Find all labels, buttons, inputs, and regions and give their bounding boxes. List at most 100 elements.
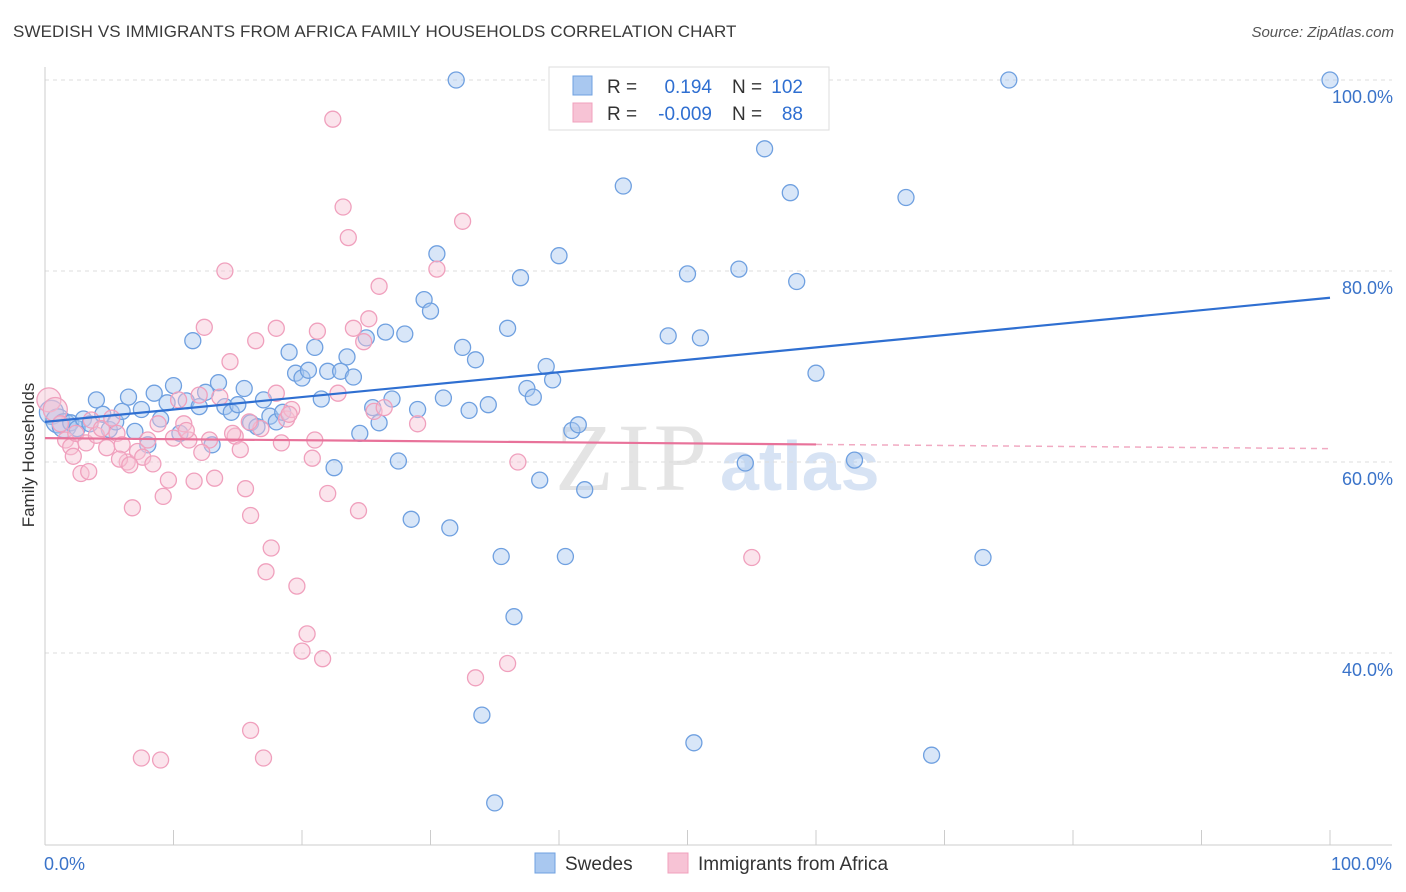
swedes-point-87 xyxy=(678,265,697,283)
africa-point-78 xyxy=(280,405,298,423)
africa-point-28 xyxy=(185,472,203,490)
swedes-point-37 xyxy=(280,343,298,361)
swedes-point-68 xyxy=(479,396,497,414)
swedes-point-91 xyxy=(736,454,754,472)
africa-point-71 xyxy=(509,453,527,471)
swedes-point-100 xyxy=(1000,71,1018,89)
swedes-point-83 xyxy=(576,481,594,499)
swedes-point-42 xyxy=(312,390,330,408)
swedes-point-74 xyxy=(518,379,536,398)
bottom-legend-label-africa: Immigrants from Africa xyxy=(698,854,888,875)
africa-point-16 xyxy=(123,499,142,517)
africa-point-51 xyxy=(303,449,321,467)
africa-point-44 xyxy=(267,319,285,337)
legend-r-value-1: 0.194 xyxy=(664,77,712,98)
legend-swatch-swedes xyxy=(572,75,593,96)
y-axis-label: Family Households xyxy=(19,383,38,528)
africa-point-53 xyxy=(313,650,332,668)
swedes-point-57 xyxy=(408,400,427,419)
africa-point-26 xyxy=(175,415,193,433)
africa-point-81 xyxy=(80,462,98,481)
chart-title: SWEDISH VS IMMIGRANTS FROM AFRICA FAMILY… xyxy=(13,22,737,41)
africa-point-20 xyxy=(144,455,162,473)
swedes-point-93 xyxy=(781,184,799,202)
africa-point-33 xyxy=(211,388,229,406)
africa-point-73 xyxy=(151,751,170,769)
africa-point-80 xyxy=(64,447,82,465)
africa-point-70 xyxy=(498,654,517,673)
y-tick-label-40: 40.0% xyxy=(1342,660,1393,680)
swedes-trend-line xyxy=(44,296,1331,423)
africa-point-25 xyxy=(169,391,188,409)
swedes-point-94 xyxy=(788,272,806,291)
swedes-point-76 xyxy=(531,471,549,489)
africa-point-48 xyxy=(288,577,306,595)
africa-point-23 xyxy=(159,471,178,489)
africa-point-34 xyxy=(216,262,234,280)
africa-point-66 xyxy=(408,415,427,433)
africa-point-67 xyxy=(428,260,446,278)
africa-point-69 xyxy=(466,669,485,687)
swedes-point-67 xyxy=(473,706,491,724)
africa-point-62 xyxy=(360,310,378,328)
africa-point-46 xyxy=(277,410,296,428)
swedes-point-92 xyxy=(755,140,774,158)
africa-point-57 xyxy=(334,198,352,216)
grid-lines xyxy=(45,79,1392,654)
swedes-point-99 xyxy=(974,548,992,567)
africa-point-43 xyxy=(262,539,280,557)
africa-point-18 xyxy=(134,448,152,466)
legend-r-label-1: R = xyxy=(607,77,637,98)
x-tick-label-left: 0.0% xyxy=(44,854,85,874)
africa-point-82 xyxy=(110,450,129,468)
swedes-point-22 xyxy=(184,332,202,350)
trend-lines xyxy=(44,296,1331,450)
africa-point-64 xyxy=(370,277,388,295)
watermark-atlas: atlas xyxy=(720,427,880,505)
africa-point-37 xyxy=(231,440,249,459)
legend-n-label-1: N = xyxy=(732,77,762,98)
africa-point-32 xyxy=(205,469,224,487)
swedes-point-62 xyxy=(441,519,459,537)
swedes-point-40 xyxy=(299,361,318,379)
swedes-point-71 xyxy=(498,319,517,337)
swedes-point-84 xyxy=(614,177,632,195)
y-tick-label-60: 60.0% xyxy=(1342,469,1393,489)
africa-point-60 xyxy=(349,502,368,520)
swedes-point-54 xyxy=(389,452,408,470)
axes xyxy=(44,67,1392,846)
correlation-legend: R = 0.194 N = 102 R = -0.009 N = 88 xyxy=(548,66,830,131)
africa-point-2 xyxy=(51,415,70,433)
africa-point-63 xyxy=(365,402,383,421)
x-tick-labels: 0.0% 100.0% xyxy=(44,854,1392,874)
swedes-point-52 xyxy=(376,323,395,341)
africa-point-39 xyxy=(241,506,260,525)
swedes-point-95 xyxy=(807,364,825,382)
swedes-point-12 xyxy=(119,388,138,406)
africa-point-68 xyxy=(453,212,472,230)
africa-point-11 xyxy=(98,439,116,457)
africa-point-58 xyxy=(339,228,357,247)
africa-point-50 xyxy=(298,625,316,643)
africa-point-52 xyxy=(308,322,327,340)
africa-trend-line-extension xyxy=(815,443,1331,450)
swedes-point-41 xyxy=(306,338,324,357)
africa-point-59 xyxy=(344,319,363,337)
swedes-point-69 xyxy=(486,794,504,812)
swedes-point-44 xyxy=(325,459,343,477)
swedes-point-43 xyxy=(319,362,337,380)
swedes-point-98 xyxy=(922,746,941,764)
swedes-point-63 xyxy=(447,71,465,89)
bottom-legend-label-swedes: Swedes xyxy=(565,854,633,875)
legend-n-value-1: 102 xyxy=(771,77,803,98)
swedes-point-61 xyxy=(434,389,453,407)
legend-r-value-2: -0.009 xyxy=(658,104,712,125)
swedes-point-65 xyxy=(460,401,478,420)
swedes-point-66 xyxy=(466,351,485,369)
swedes-point-86 xyxy=(659,327,677,345)
africa-point-65 xyxy=(375,398,393,417)
swedes-point-88 xyxy=(685,734,703,752)
africa-point-10 xyxy=(92,419,111,438)
africa-point-35 xyxy=(221,353,239,371)
swedes-point-82 xyxy=(569,416,587,434)
